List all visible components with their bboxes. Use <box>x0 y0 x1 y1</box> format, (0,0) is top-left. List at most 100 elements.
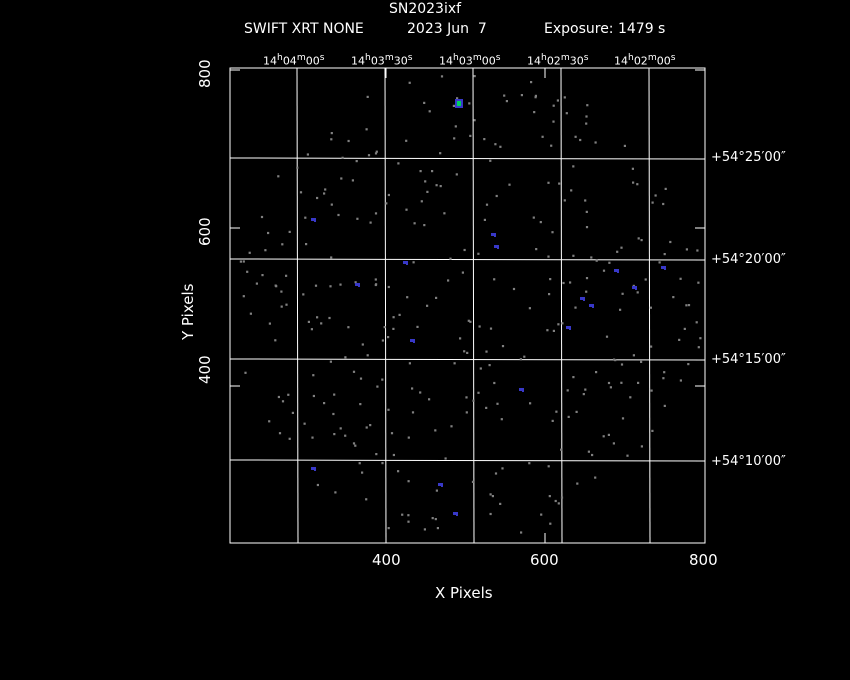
photon-event <box>463 248 466 252</box>
photon-event <box>341 156 344 159</box>
photon-event <box>663 371 666 374</box>
axis-ticks <box>230 68 706 543</box>
dec-label: +54°20′00″ <box>711 252 786 267</box>
photon-event <box>312 374 315 377</box>
faint-source <box>632 286 637 289</box>
photon-event <box>423 101 426 104</box>
photon-event <box>287 393 290 396</box>
photon-event <box>582 393 585 396</box>
photon-event <box>365 128 368 131</box>
y-tick-label: 600 <box>196 217 214 246</box>
photon-event <box>595 371 598 374</box>
photon-event <box>549 522 552 525</box>
faint-source <box>311 467 316 470</box>
x-axis-label: X Pixels <box>435 584 493 602</box>
photon-event <box>499 502 502 505</box>
photon-event <box>333 393 336 396</box>
ra-label: 14h03m30s <box>351 52 413 68</box>
photon-event <box>248 251 251 254</box>
photon-event <box>494 472 498 475</box>
photon-event <box>385 202 388 205</box>
photon-event <box>366 354 369 357</box>
photon-event <box>408 81 411 84</box>
ra-label: 14h03m00s <box>439 52 501 68</box>
photon-event <box>602 435 605 438</box>
photon-event <box>528 462 531 465</box>
photon-event <box>575 410 578 413</box>
photon-event <box>449 257 452 260</box>
photon-event <box>551 231 554 234</box>
photon-event <box>314 284 318 287</box>
photon-event <box>453 137 456 140</box>
photon-event <box>629 396 632 399</box>
photon-event <box>595 259 598 262</box>
photon-event <box>267 231 270 235</box>
faint-source <box>522 390 524 392</box>
photon-event <box>473 75 476 78</box>
photon-event <box>560 448 563 451</box>
faint-source <box>441 485 443 487</box>
x-tick-label: 800 <box>689 551 718 569</box>
ra-grid-line <box>296 67 299 544</box>
photon-event <box>612 442 615 445</box>
faint-source <box>635 288 637 290</box>
faint-source <box>406 263 408 265</box>
photon-event <box>519 358 522 361</box>
photon-event <box>306 153 309 156</box>
photon-event <box>473 119 476 122</box>
faint-source <box>617 271 619 273</box>
photon-event <box>650 389 653 392</box>
photon-event <box>479 367 482 370</box>
photon-event <box>663 253 666 256</box>
x-tick-label: 600 <box>530 551 559 569</box>
photon-event <box>324 188 327 191</box>
photon-event <box>330 203 333 206</box>
image-frame <box>229 67 706 544</box>
photon-event <box>534 94 537 97</box>
photon-event <box>678 338 681 341</box>
photon-event <box>594 476 597 479</box>
photon-event <box>408 362 411 365</box>
photon-event <box>557 323 560 326</box>
dec-label: +54°25′00″ <box>711 150 786 165</box>
photon-event <box>699 337 702 340</box>
photon-event <box>501 467 504 470</box>
photon-event <box>423 224 426 227</box>
photon-event <box>381 378 384 381</box>
photon-event <box>523 355 526 358</box>
photon-event <box>344 434 347 437</box>
photon-event <box>534 96 537 99</box>
photon-event <box>609 386 612 389</box>
photon-event <box>563 96 566 99</box>
photon-event <box>277 395 280 399</box>
photon-event <box>354 444 357 447</box>
photon-event <box>311 436 314 439</box>
photon-event <box>434 518 437 521</box>
faint-source <box>314 220 316 222</box>
photon-event <box>383 326 386 329</box>
faint-source <box>583 299 585 301</box>
photon-event <box>586 104 589 107</box>
photon-event <box>548 495 551 498</box>
photon-event <box>602 269 606 272</box>
photon-event <box>501 345 505 348</box>
photon-event <box>459 337 462 340</box>
ra-grid-line <box>648 67 651 544</box>
photon-event <box>640 239 643 242</box>
photon-event <box>695 321 698 324</box>
photon-event <box>302 293 305 296</box>
photon-event <box>467 319 470 322</box>
photon-event <box>277 175 280 178</box>
photon-event <box>485 350 488 353</box>
photon-event <box>616 250 619 253</box>
photon-event <box>323 402 326 405</box>
photon-event <box>288 437 291 440</box>
photon-event <box>392 327 395 330</box>
ra-label: 14h04m00s <box>263 52 325 68</box>
photon-event <box>381 462 384 465</box>
photon-event <box>696 249 699 252</box>
bright-source-core <box>457 101 461 106</box>
photon-event <box>407 480 410 483</box>
photon-event <box>584 199 587 202</box>
